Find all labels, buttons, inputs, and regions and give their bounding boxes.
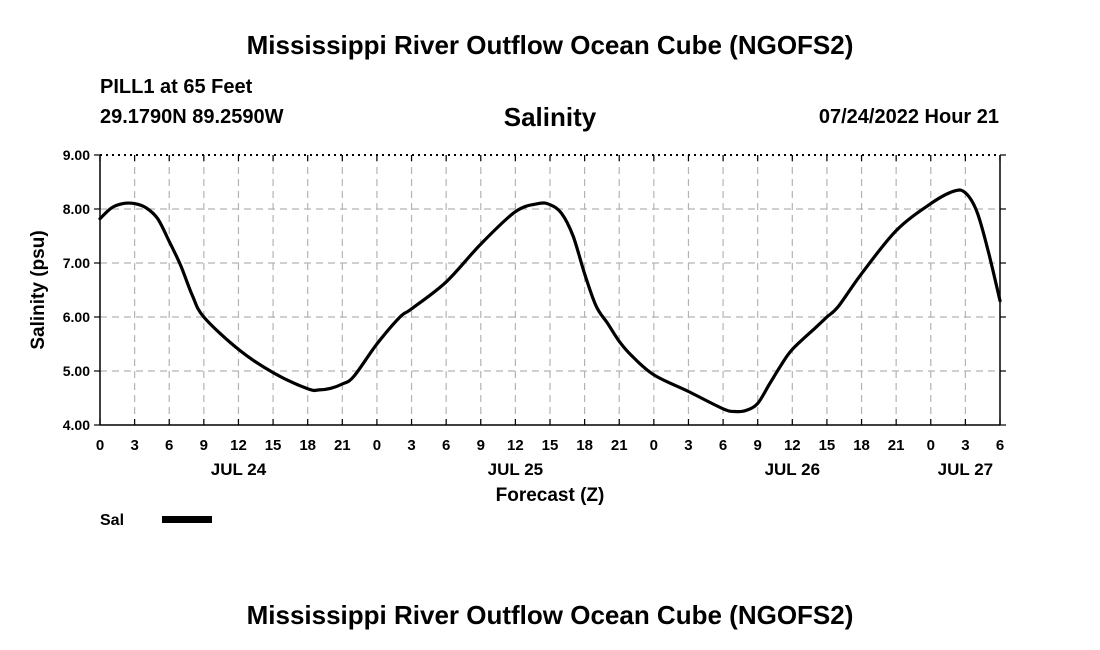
x-tick-label: 21 (334, 437, 351, 454)
x-tick-label: 6 (996, 437, 1004, 454)
x-tick-label: 3 (407, 437, 415, 454)
station-coordinates: 29.1790N 89.2590W (100, 106, 284, 128)
x-axis-label: Forecast (Z) (496, 485, 605, 506)
x-tick-label: 3 (684, 437, 692, 454)
station-label: PILL1 at 65 Feet (100, 76, 253, 98)
y-tick-label: 4.00 (63, 417, 90, 433)
y-tick-label: 7.00 (63, 255, 90, 271)
x-tick-label: 9 (477, 437, 485, 454)
x-tick-label: 15 (542, 437, 559, 454)
x-tick-label: 18 (853, 437, 870, 454)
x-tick-label: 9 (754, 437, 762, 454)
legend-label: Sal (100, 512, 124, 529)
legend-swatch (162, 516, 212, 523)
x-tick-label: 9 (200, 437, 208, 454)
x-tick-label: 12 (784, 437, 801, 454)
series-line-sal (98, 188, 1002, 414)
forecast-datetime: 07/24/2022 Hour 21 (818, 106, 999, 128)
y-axis-label: Salinity (psu) (28, 230, 49, 349)
chart-title: Salinity (503, 102, 597, 132)
x-tick-label: 0 (373, 437, 381, 454)
x-tick-label: 21 (611, 437, 628, 454)
y-tick-label: 8.00 (63, 201, 90, 217)
x-tick-label: 6 (719, 437, 727, 454)
x-tick-label: 3 (130, 437, 138, 454)
y-tick-label: 9.00 (63, 147, 90, 163)
x-tick-label: 0 (650, 437, 658, 454)
x-tick-label: 12 (230, 437, 247, 454)
x-tick-label: 18 (299, 437, 316, 454)
x-day-label: JUL 25 (488, 460, 543, 479)
x-tick-label: 18 (576, 437, 593, 454)
x-tick-label: 15 (265, 437, 282, 454)
footer-title: Mississippi River Outflow Ocean Cube (NG… (246, 600, 854, 630)
y-tick-label: 6.00 (63, 309, 90, 325)
x-tick-label: 0 (927, 437, 935, 454)
x-tick-label: 12 (507, 437, 524, 454)
x-tick-label: 6 (442, 437, 450, 454)
x-tick-label: 3 (961, 437, 969, 454)
x-tick-label: 21 (888, 437, 905, 454)
y-tick-label: 5.00 (63, 363, 90, 379)
main-title: Mississippi River Outflow Ocean Cube (NG… (246, 30, 854, 60)
x-day-label: JUL 27 (938, 460, 993, 479)
x-tick-label: 6 (165, 437, 173, 454)
x-day-label: JUL 24 (211, 460, 267, 479)
x-tick-label: 0 (96, 437, 104, 454)
x-day-label: JUL 26 (765, 460, 820, 479)
x-tick-label: 15 (819, 437, 836, 454)
